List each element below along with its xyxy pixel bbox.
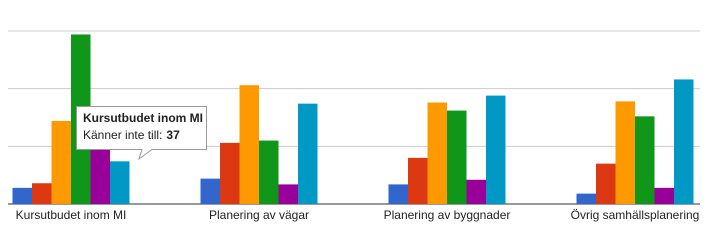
x-tick-label: Övrig samhällsplanering	[571, 208, 700, 222]
bar	[427, 102, 447, 204]
bar	[12, 187, 32, 204]
x-tick-label: Kursutbudet inom MI	[16, 208, 127, 222]
bar	[200, 178, 220, 204]
x-tick-label: Planering av byggnader	[384, 208, 511, 222]
bar	[220, 142, 240, 204]
bar	[466, 179, 486, 204]
bar	[654, 187, 674, 204]
bar	[259, 140, 279, 204]
tooltip-value: 37	[166, 128, 180, 142]
bar	[278, 184, 298, 204]
tooltip-body: Känner inte till: 37	[83, 128, 180, 142]
bar	[615, 101, 635, 204]
bar	[596, 163, 616, 204]
bar	[239, 85, 259, 204]
bar	[447, 110, 467, 204]
bar	[388, 184, 408, 204]
bar	[486, 95, 506, 204]
tooltip-box	[76, 106, 207, 161]
bar	[408, 157, 428, 204]
tooltip: Kursutbudet inom MI Känner inte till: 37	[76, 106, 207, 161]
bar	[635, 116, 655, 204]
bar	[576, 193, 596, 204]
bar	[32, 183, 52, 204]
bar	[90, 149, 110, 204]
tooltip-label: Känner inte till:	[83, 128, 162, 142]
bar	[674, 79, 694, 204]
x-tick-label: Planering av vägar	[209, 208, 309, 222]
bar	[298, 103, 318, 204]
bar	[51, 120, 71, 204]
bar	[110, 161, 130, 204]
tooltip-title: Kursutbudet inom MI	[83, 111, 203, 125]
